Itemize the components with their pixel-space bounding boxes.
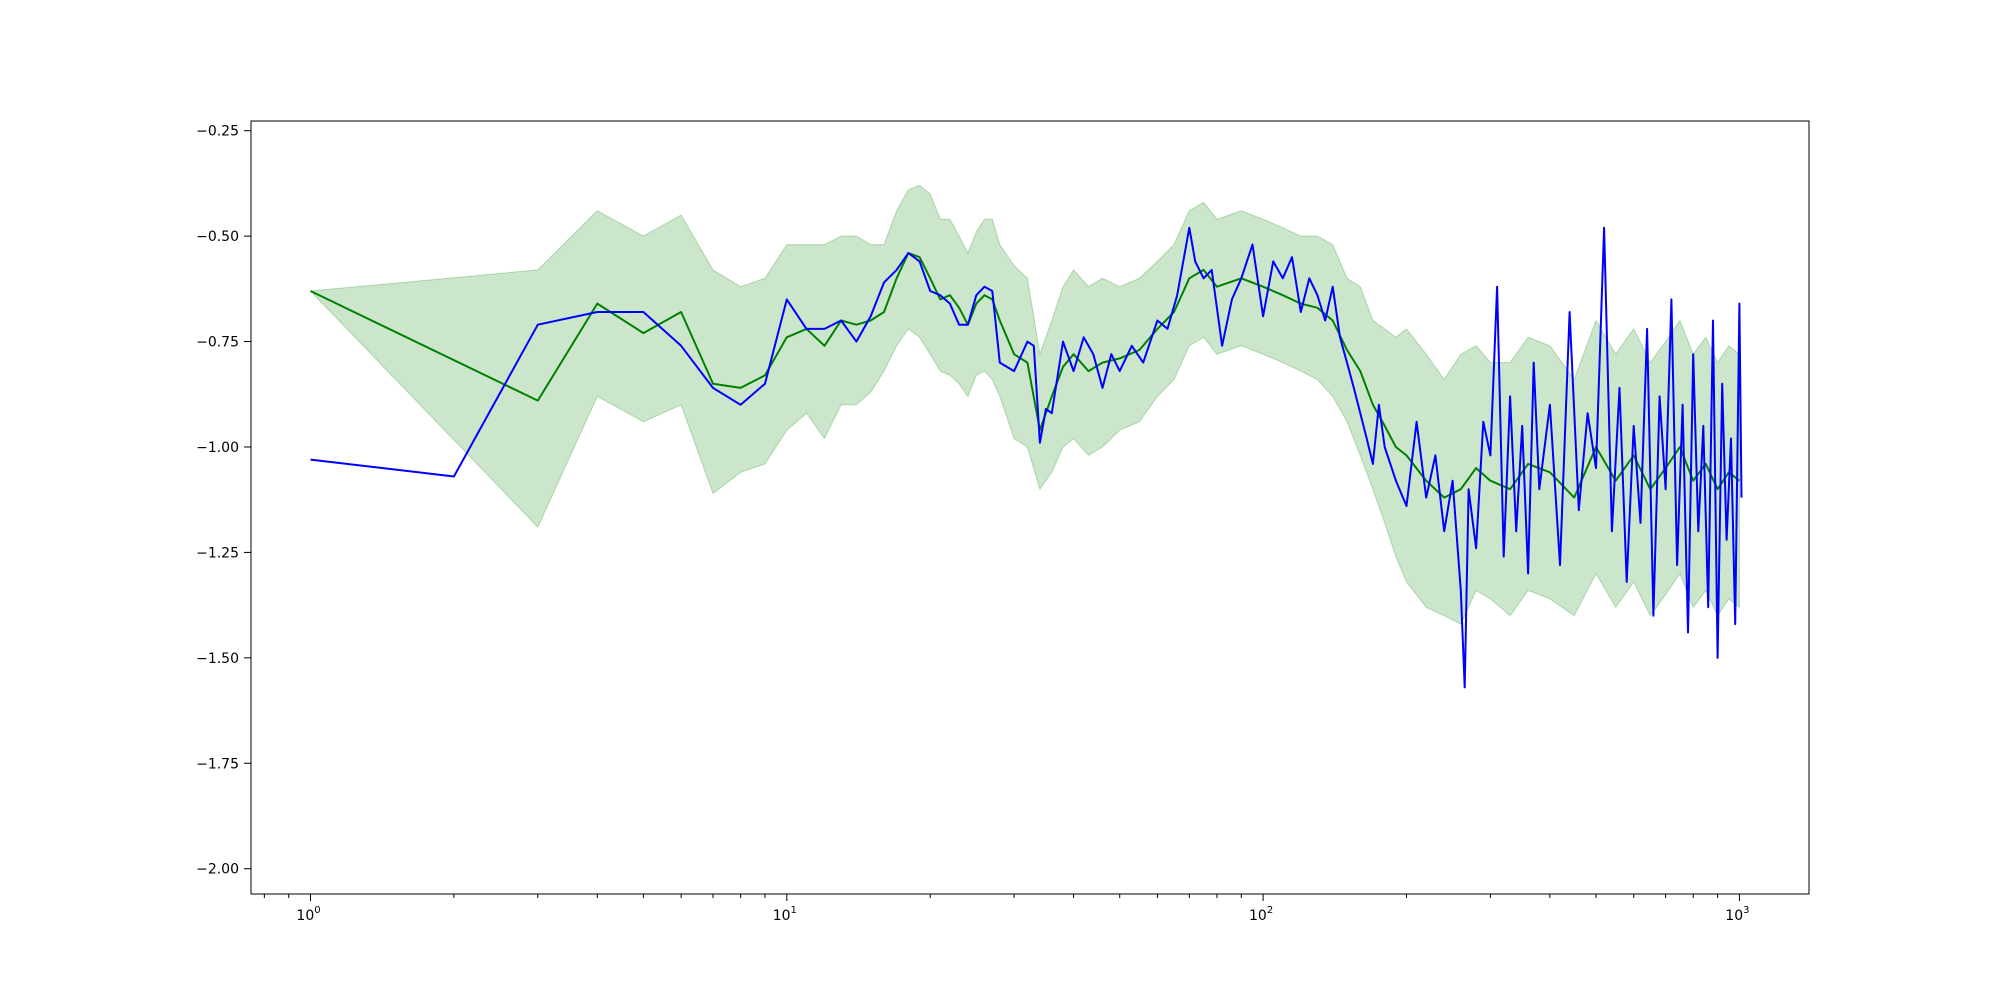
x-tick-label: 102 [1249, 905, 1273, 924]
series-0-line [310, 252, 1741, 499]
y-tick-label: −0.75 [196, 335, 239, 351]
y-tick-label: −1.00 [196, 440, 239, 456]
y-tick-label: −1.25 [196, 545, 239, 561]
confidence-bands [309, 184, 1740, 625]
y-tick-label: −2.00 [196, 862, 239, 878]
series-0-band [309, 184, 1740, 625]
x-tick-label: 103 [1725, 905, 1749, 924]
x-tick-label: 100 [296, 905, 320, 924]
series-lines [310, 226, 1743, 689]
x-axis: 100 101 102 103 [263, 894, 1750, 924]
x-tick-label: 101 [773, 905, 797, 924]
y-axis: −0.25 −0.50 −0.75 −1.00 −1.25 −1.50 −1.75 −2.00 [196, 124, 251, 878]
y-tick-label: −1.75 [196, 756, 239, 772]
axes-frame [250, 120, 1810, 895]
series-1-line [310, 226, 1743, 689]
y-tick-label: −1.50 [196, 651, 239, 667]
y-tick-label: −0.50 [196, 229, 239, 245]
y-tick-label: −0.25 [196, 124, 239, 140]
plot-area [309, 184, 1743, 689]
